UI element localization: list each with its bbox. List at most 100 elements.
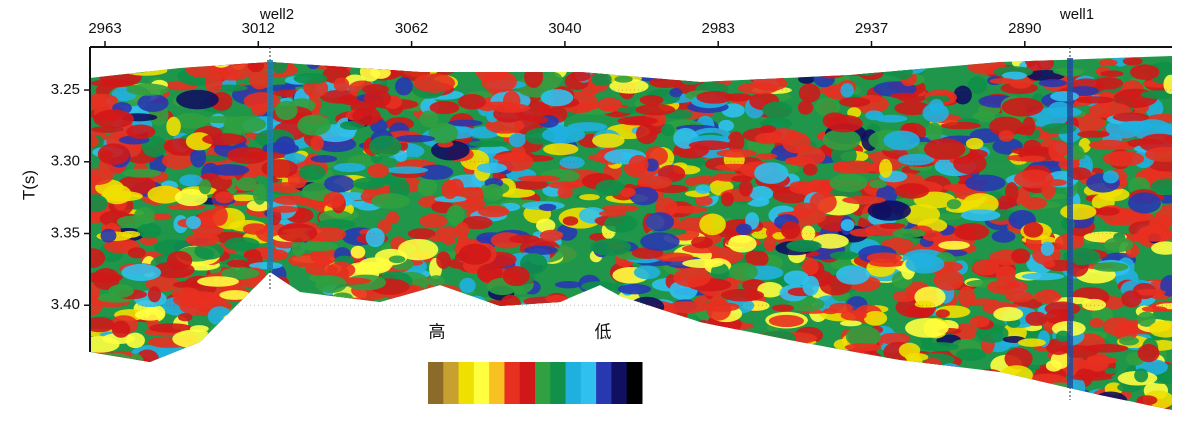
- seismic-blob: [706, 298, 732, 321]
- seismic-blob: [705, 401, 719, 410]
- seismic-blob: [776, 345, 797, 360]
- seismic-blob: [333, 77, 350, 92]
- seismic-blob: [207, 349, 232, 371]
- seismic-blob: [702, 398, 741, 410]
- seismic-blob: [407, 398, 430, 410]
- seismic-blob: [92, 268, 120, 290]
- seismic-blob: [144, 376, 185, 388]
- seismic-blob: [401, 293, 444, 315]
- seismic-blob: [426, 297, 451, 318]
- seismic-blob: [1033, 289, 1062, 304]
- well-log: [1067, 58, 1073, 388]
- seismic-blob: [336, 297, 377, 311]
- seismic-blob: [282, 371, 316, 386]
- seismic-blob: [1095, 207, 1120, 216]
- seismic-blob: [237, 176, 257, 192]
- seismic-blob: [541, 126, 586, 144]
- seismic-blob: [100, 228, 117, 243]
- seismic-blob: [730, 235, 753, 244]
- seismic-blob: [261, 249, 289, 261]
- seismic-blob: [90, 283, 101, 300]
- seismic-blob: [1074, 403, 1109, 410]
- seismic-blob: [386, 406, 406, 410]
- seismic-blob: [278, 328, 293, 349]
- seismic-blob: [1042, 260, 1056, 268]
- seismic-blob: [764, 128, 800, 144]
- seismic-blob: [957, 385, 995, 398]
- seismic-blob: [901, 366, 942, 380]
- seismic-blob: [540, 89, 574, 107]
- seismic-blob: [1086, 356, 1118, 365]
- seismic-blob: [1112, 112, 1150, 122]
- seismic-blob: [995, 265, 1017, 283]
- seismic-blob: [990, 389, 1011, 396]
- seismic-blob: [676, 59, 702, 80]
- seismic-blob: [993, 306, 1024, 322]
- seismic-blob: [301, 301, 335, 312]
- seismic-blob: [219, 290, 251, 300]
- seismic-blob: [1077, 130, 1110, 138]
- seismic-blob: [121, 263, 162, 282]
- seismic-blob: [502, 266, 530, 287]
- seismic-blob: [692, 66, 713, 81]
- seismic-blob: [642, 56, 680, 64]
- seismic-blob: [835, 407, 862, 410]
- seismic-blob: [90, 317, 115, 333]
- seismic-blob: [352, 177, 386, 190]
- seismic-blob: [260, 408, 284, 410]
- seismic-blob: [829, 56, 867, 67]
- colorbar-swatch: [458, 362, 475, 404]
- seismic-blob: [799, 377, 817, 394]
- seismic-blob: [90, 248, 106, 268]
- seismic-blob: [733, 383, 753, 402]
- seismic-blob: [687, 342, 731, 352]
- seismic-blob: [1099, 405, 1118, 410]
- seismic-blob: [421, 296, 458, 308]
- seismic-blob: [252, 183, 267, 205]
- seismic-blob: [720, 342, 748, 362]
- seismic-blob: [1056, 396, 1085, 410]
- colorbar-swatch: [626, 362, 643, 404]
- seismic-blob: [776, 375, 805, 393]
- seismic-blob: [270, 368, 297, 378]
- seismic-blob: [980, 377, 1013, 392]
- seismic-blob: [673, 267, 711, 288]
- seismic-blob: [1136, 395, 1158, 406]
- seismic-blob: [241, 313, 256, 332]
- seismic-blob: [367, 385, 407, 400]
- seismic-blob: [646, 336, 688, 353]
- seismic-blob: [108, 386, 138, 408]
- seismic-blob: [172, 358, 206, 372]
- seismic-blob: [407, 228, 436, 240]
- seismic-blob: [246, 199, 271, 212]
- seismic-blob: [678, 353, 691, 363]
- seismic-blob: [887, 374, 930, 391]
- seismic-blob: [1137, 343, 1160, 363]
- seismic-blob: [440, 63, 462, 71]
- seismic-blob: [90, 393, 108, 405]
- seismic-blob: [822, 128, 861, 151]
- seismic-blob: [883, 384, 903, 397]
- seismic-blob: [728, 67, 763, 74]
- seismic-blob: [366, 344, 400, 362]
- seismic-blob: [1149, 320, 1172, 338]
- seismic-blob: [633, 265, 661, 280]
- seismic-blob: [397, 382, 431, 392]
- colorbar-swatch: [504, 362, 521, 404]
- seismic-blob: [1011, 248, 1031, 264]
- seismic-blob: [588, 350, 617, 359]
- seismic-blob: [498, 151, 534, 172]
- seismic-blob: [202, 394, 243, 409]
- seismic-blob: [892, 290, 917, 303]
- seismic-blob: [443, 296, 477, 317]
- seismic-blob: [1045, 338, 1072, 355]
- seismic-blob: [1118, 120, 1153, 133]
- seismic-blob: [925, 122, 943, 142]
- seismic-blob: [538, 203, 557, 212]
- seismic-blob: [244, 305, 260, 320]
- seismic-blob: [489, 409, 531, 410]
- seismic-blob: [198, 179, 212, 195]
- seismic-blob: [498, 310, 524, 330]
- y-axis-label: T(s): [19, 170, 38, 200]
